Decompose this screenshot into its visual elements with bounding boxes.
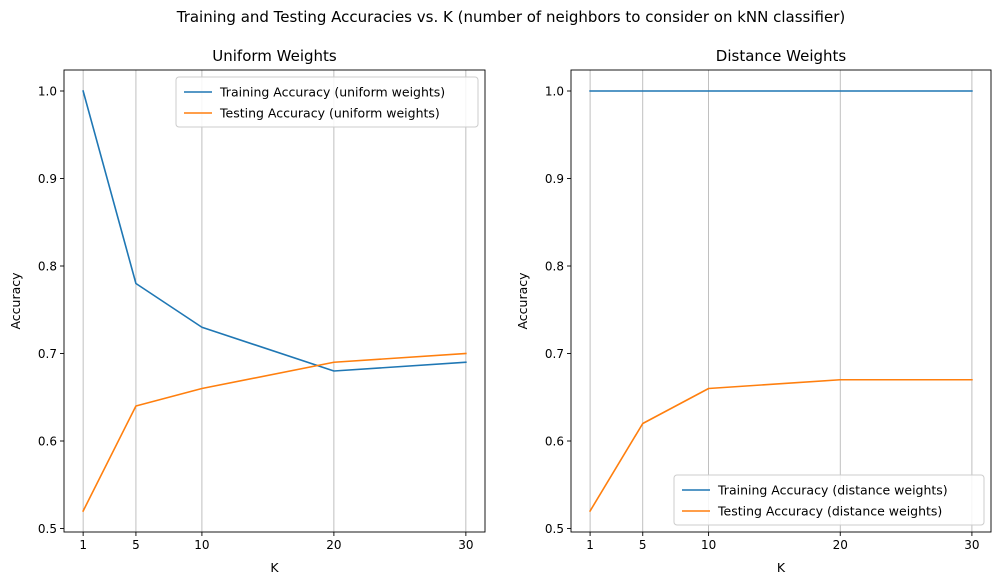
testing-accuracy-line	[588, 378, 973, 513]
y-tick-label: 0.7	[38, 347, 57, 361]
legend: Training Accuracy (uniform weights) Testi…	[175, 76, 479, 128]
figure-suptitle: Training and Testing Accuracies vs. K (n…	[176, 8, 846, 26]
legend-label: Training Accuracy (distance weights)	[717, 483, 948, 498]
y-axis-label: Accuracy	[8, 272, 23, 330]
chart-distance-weights: 1 5 10 20 30 0.5 0.6 0.7 0.8 0.9 1.0 Distance Weigh…	[515, 47, 992, 575]
y-tick-label: 1.0	[545, 85, 564, 99]
legend-box	[673, 474, 985, 526]
testing-accuracy-line	[82, 352, 467, 513]
y-tick-label: 0.5	[545, 522, 564, 536]
training-accuracy-line	[82, 90, 467, 372]
chart-title: Uniform Weights	[212, 47, 337, 65]
x-axis-label: K	[777, 560, 786, 575]
x-tick-label: 10	[701, 538, 716, 552]
chart-uniform-weights: 1 5 10 20 30 0.5 0.6 0.7 0.8 0.9 1.0 Uniform Weight…	[8, 47, 486, 575]
y-tick-label: 0.8	[545, 260, 564, 274]
plot-frame	[63, 69, 486, 533]
y-tick-label: 0.6	[38, 435, 57, 449]
legend-label: Testing Accuracy (uniform weights)	[219, 106, 440, 121]
y-tick-label: 1.0	[38, 85, 57, 99]
y-tick-label: 0.9	[38, 172, 57, 186]
x-tick-label: 5	[639, 538, 647, 552]
x-tick-label: 1	[79, 538, 87, 552]
legend-label: Training Accuracy (uniform weights)	[219, 85, 445, 100]
x-tick-label: 30	[458, 538, 473, 552]
x-tick-label: 1	[586, 538, 594, 552]
legend: Training Accuracy (distance weights) Test…	[673, 474, 985, 526]
x-tick-label: 10	[194, 538, 209, 552]
legend-label: Testing Accuracy (distance weights)	[717, 504, 942, 519]
plot-frame	[570, 69, 992, 533]
y-tick-label: 0.9	[545, 172, 564, 186]
y-tick-label: 0.5	[38, 522, 57, 536]
x-tick-label: 5	[132, 538, 140, 552]
chart-title: Distance Weights	[716, 47, 847, 65]
y-tick-label: 0.6	[545, 435, 564, 449]
y-tick-label: 0.8	[38, 260, 57, 274]
x-axis-label: K	[270, 560, 279, 575]
x-tick-label: 20	[326, 538, 341, 552]
x-tick-label: 20	[833, 538, 848, 552]
legend-box	[175, 76, 479, 128]
y-tick-label: 0.7	[545, 347, 564, 361]
y-axis-label: Accuracy	[515, 272, 530, 330]
x-tick-label: 30	[964, 538, 979, 552]
